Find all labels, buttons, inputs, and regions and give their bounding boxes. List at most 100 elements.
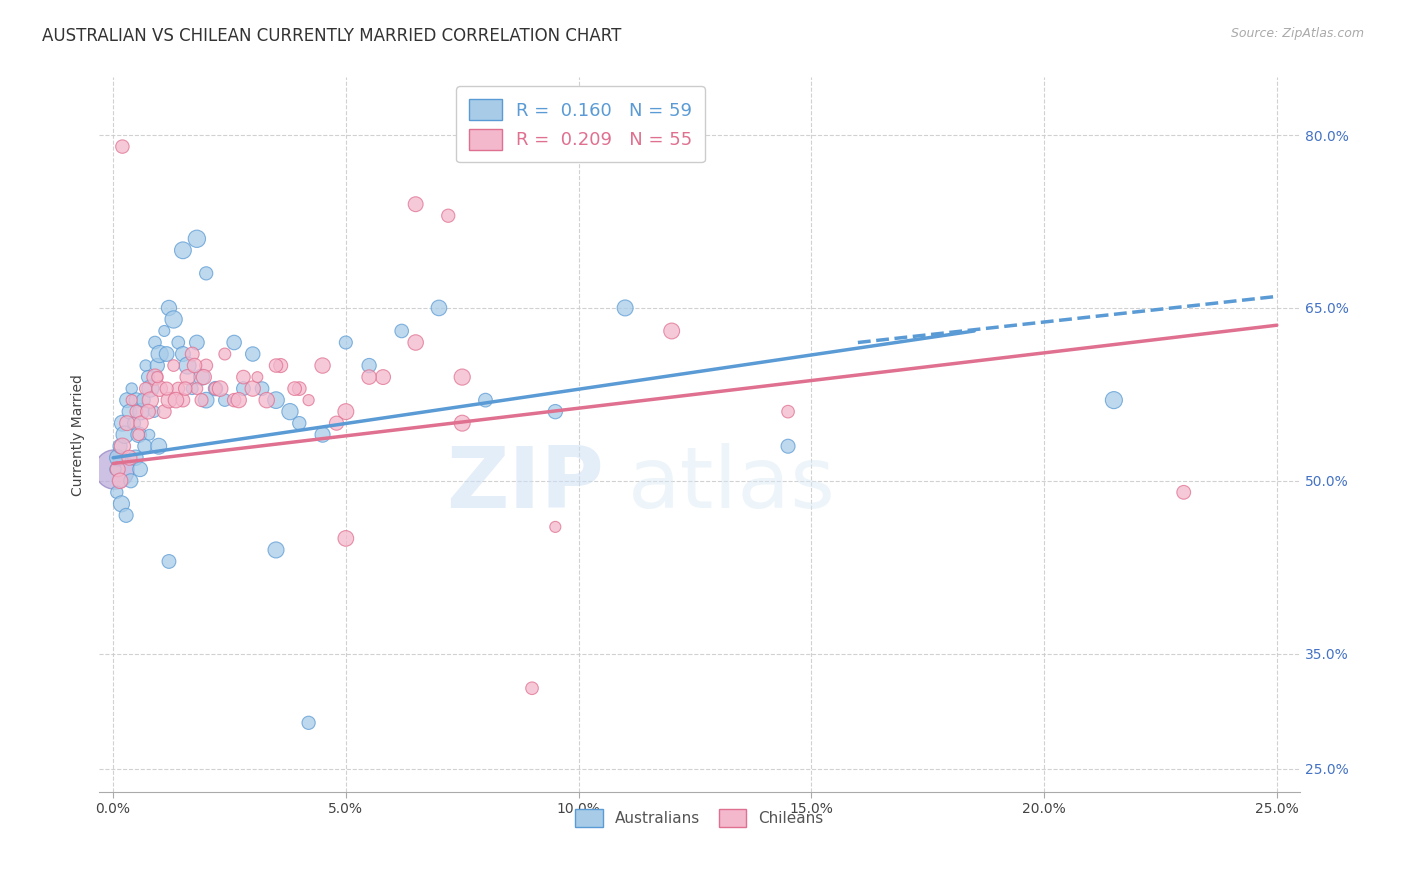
Point (232, 370, 254, 384)
Text: Source: ZipAtlas.com: Source: ZipAtlas.com (1230, 27, 1364, 40)
Point (157, 393, 180, 408)
Point (139, 393, 162, 408)
Point (139, 382, 162, 396)
Point (242, 382, 264, 396)
Point (405, 335, 427, 350)
Point (107, 450, 129, 465)
Point (172, 347, 194, 361)
Point (107, 462, 129, 476)
Point (121, 393, 143, 408)
Point (224, 335, 246, 350)
Point (270, 359, 292, 373)
Point (136, 404, 159, 418)
Point (115, 393, 138, 408)
Point (115, 508, 138, 523)
Point (153, 404, 176, 418)
Point (311, 359, 333, 373)
Point (288, 416, 311, 430)
Point (110, 497, 132, 511)
Point (162, 312, 184, 326)
Point (181, 347, 204, 361)
Point (325, 416, 347, 430)
Point (125, 393, 148, 408)
Point (172, 393, 194, 408)
Point (146, 359, 169, 373)
Point (143, 370, 166, 384)
Legend: Australians, Chileans: Australians, Chileans (568, 801, 831, 834)
Point (1102, 393, 1125, 408)
Point (132, 393, 155, 408)
Point (256, 393, 278, 408)
Point (138, 427, 160, 442)
Point (167, 335, 190, 350)
Point (122, 416, 145, 430)
Point (661, 324, 683, 338)
Point (232, 382, 254, 396)
Point (181, 382, 204, 396)
Point (157, 554, 180, 568)
Point (156, 347, 179, 361)
Point (195, 266, 218, 280)
Text: ZIP: ZIP (446, 443, 603, 526)
Point (250, 382, 273, 396)
Point (118, 404, 141, 418)
Point (451, 370, 474, 384)
Point (153, 324, 176, 338)
Point (111, 416, 134, 430)
Point (359, 370, 381, 384)
Point (135, 359, 157, 373)
Point (297, 393, 319, 408)
Point (246, 370, 269, 384)
Point (111, 439, 134, 453)
Point (115, 416, 138, 430)
Point (149, 382, 172, 396)
Point (437, 209, 460, 223)
Point (776, 439, 799, 453)
Point (335, 335, 357, 350)
Point (165, 393, 187, 408)
Point (146, 370, 169, 384)
Point (264, 393, 287, 408)
Text: atlas: atlas (627, 443, 835, 526)
Point (108, 439, 131, 453)
Point (143, 335, 166, 350)
Point (264, 543, 287, 558)
Point (544, 520, 567, 534)
Point (136, 370, 159, 384)
Point (264, 359, 287, 373)
Point (278, 404, 301, 418)
Point (451, 416, 474, 430)
Point (186, 382, 208, 396)
Point (129, 462, 152, 476)
Point (474, 393, 496, 408)
Point (156, 382, 179, 396)
Point (371, 370, 394, 384)
Point (172, 244, 194, 258)
Point (104, 462, 127, 476)
Point (103, 462, 125, 476)
Point (111, 139, 134, 153)
Point (174, 382, 197, 396)
Point (427, 301, 450, 315)
Point (776, 404, 799, 418)
Point (335, 532, 357, 546)
Point (125, 404, 148, 418)
Point (209, 382, 232, 396)
Point (204, 382, 226, 396)
Point (190, 370, 212, 384)
Y-axis label: Currently Married: Currently Married (72, 374, 86, 496)
Point (204, 382, 226, 396)
Point (124, 450, 146, 465)
Point (162, 359, 184, 373)
Point (544, 404, 567, 418)
Point (135, 382, 157, 396)
Point (1173, 485, 1195, 500)
Point (335, 404, 357, 418)
Point (228, 393, 250, 408)
Point (214, 393, 236, 408)
Point (120, 474, 142, 488)
Point (157, 301, 180, 315)
Point (167, 382, 190, 396)
Point (520, 681, 543, 696)
Point (614, 301, 637, 315)
